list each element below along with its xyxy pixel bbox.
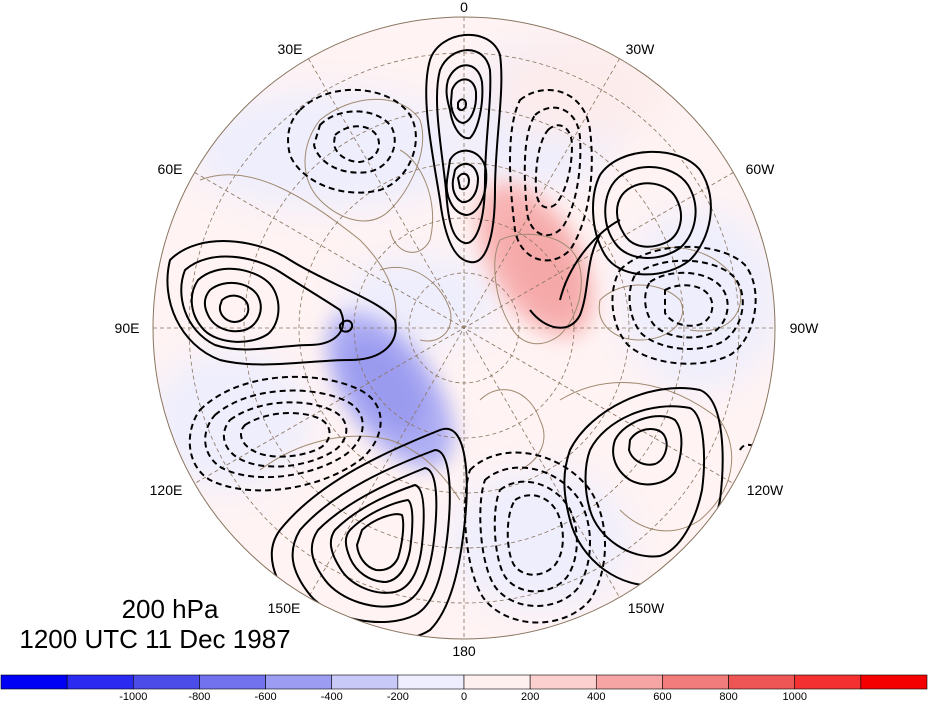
colorbar-tick-label: -600 [255, 691, 277, 702]
colorbar-tick-label: 0 [461, 691, 467, 702]
colorbar-swatch [132, 674, 200, 690]
contours [166, 33, 766, 639]
coast-asia-north [199, 174, 397, 331]
colorbar-swatch [331, 674, 399, 690]
colorbar-swatch [463, 674, 531, 690]
shade-blue-south [450, 470, 630, 610]
shade-blue-nw [190, 90, 470, 210]
colorbar-swatch [199, 674, 266, 690]
colorbar-swatch [0, 674, 68, 690]
lon-label-120e: 120E [150, 482, 183, 498]
coast-arctic-siberia [379, 266, 452, 342]
negative-contours [188, 89, 766, 624]
colorbar-tick-label: 600 [653, 691, 671, 702]
colorbar-swatch [397, 674, 465, 690]
lon-label-90e: 90E [115, 320, 140, 336]
coastlines [199, 98, 742, 532]
longitude-labels: 0 30W 60W 90W 120W 150W 180 150E 120E 90… [115, 0, 820, 659]
lon-label-180: 180 [452, 643, 476, 659]
colorbar-tick-label: 1000 [782, 691, 806, 702]
colorbar-tick-label: 400 [587, 691, 605, 702]
colorbar-tick-label: 200 [521, 691, 539, 702]
title-level: 200 hPa [121, 594, 219, 624]
colorbar-swatch [794, 674, 862, 690]
lon-label-120w: 120W [747, 482, 784, 498]
lon-label-90w: 90W [790, 320, 820, 336]
positive-contours-90e [166, 240, 397, 366]
title-time: 1200 UTC 11 Dec 1987 [19, 624, 291, 654]
shade-red-strong-core [503, 215, 577, 315]
positive-contours-150e [270, 427, 468, 639]
colorbar-tick-label: 800 [719, 691, 737, 702]
lon-label-30w: 30W [626, 41, 656, 57]
colorbar-ticks: -1000 -800 -600 -400 -200 0 200 400 600 800 1000 [119, 691, 807, 702]
lon-label-0: 0 [460, 0, 468, 15]
lon-label-60w: 60W [746, 161, 776, 177]
map-boundary [152, 16, 776, 640]
coast-greenland [494, 233, 582, 345]
coast-scandinavia [389, 149, 434, 253]
coast-asia-east [259, 435, 461, 501]
lon-label-150e: 150E [268, 600, 301, 616]
positive-contours-north [425, 33, 503, 264]
colorbar-tick-label: -1000 [119, 691, 147, 702]
coast-europe [304, 98, 424, 222]
colorbar-swatch [66, 674, 134, 690]
colorbar: -1000 -800 -600 -400 -200 0 200 400 600 800 1000 [0, 674, 928, 702]
coast-n-america [559, 382, 733, 532]
lon-label-150w: 150W [628, 600, 665, 616]
lon-label-30e: 30E [278, 41, 303, 57]
coast-canada-islands [598, 284, 683, 341]
colorbar-swatch [595, 674, 663, 690]
colorbar-tick-label: -200 [387, 691, 409, 702]
meridian-120 [194, 172, 734, 484]
colorbar-swatch [860, 674, 928, 690]
colorbar-tick-label: -400 [321, 691, 343, 702]
shade-blue-strong-core [345, 337, 425, 433]
colorbar-swatch [728, 674, 796, 690]
colorbar-swatch [529, 674, 597, 690]
colorbar-swatch [662, 674, 729, 690]
colorbar-swatch [265, 674, 333, 690]
coast-alaska [479, 389, 545, 471]
lon-label-60e: 60E [158, 161, 183, 177]
colorbar-tick-label: -800 [188, 691, 210, 702]
colorbar-swatches [0, 674, 928, 690]
